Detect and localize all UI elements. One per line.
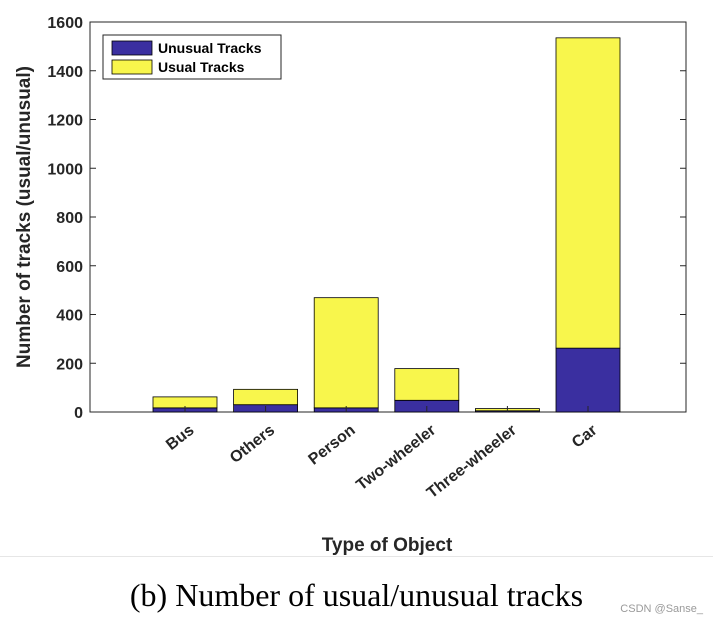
bar-unusual-car xyxy=(555,347,621,413)
y-axis-label: Number of tracks (usual/unusual) xyxy=(14,66,35,368)
y-tick-label: 1000 xyxy=(47,161,83,178)
y-tick-label: 1200 xyxy=(47,113,83,130)
bar-usual-car xyxy=(555,37,621,349)
y-tick-label: 400 xyxy=(56,308,83,325)
bar-usual-two-wheeler xyxy=(394,368,460,401)
watermark: CSDN @Sanse_ xyxy=(620,603,703,615)
x-tick-label: Person xyxy=(305,422,358,469)
figure-caption: (b) Number of usual/unusual tracks xyxy=(129,577,584,613)
x-tick-label: Three-wheeler xyxy=(424,422,520,502)
legend-label-unusual: Unusual Tracks xyxy=(158,40,262,56)
y-ticks: 0 200 400 600 800 1000 1200 1400 1600 xyxy=(47,15,686,422)
legend-swatch-usual xyxy=(111,59,153,75)
legend-swatch-unusual xyxy=(111,40,153,56)
x-tick-label: Others xyxy=(227,422,278,467)
y-tick-label: 600 xyxy=(56,259,83,276)
bar-usual-others xyxy=(233,388,299,406)
y-tick-label: 1600 xyxy=(47,15,83,32)
x-axis-label: Type of Object xyxy=(322,535,453,556)
stacked-bar-chart: 0 200 400 600 800 1000 1200 1400 1600 Bus Others P… xyxy=(14,15,687,556)
y-tick-label: 200 xyxy=(56,356,83,373)
legend: Unusual Tracks Usual Tracks xyxy=(102,34,282,80)
x-tick-label: Bus xyxy=(163,422,197,454)
x-tick-label: Two-wheeler xyxy=(353,422,439,494)
x-tick-label: Car xyxy=(569,422,600,452)
legend-label-usual: Usual Tracks xyxy=(158,59,245,75)
y-tick-label: 800 xyxy=(56,210,83,227)
bar-usual-person xyxy=(313,297,379,409)
y-tick-label: 0 xyxy=(74,405,83,422)
separator-line xyxy=(0,556,713,557)
y-tick-label: 1400 xyxy=(47,64,83,81)
